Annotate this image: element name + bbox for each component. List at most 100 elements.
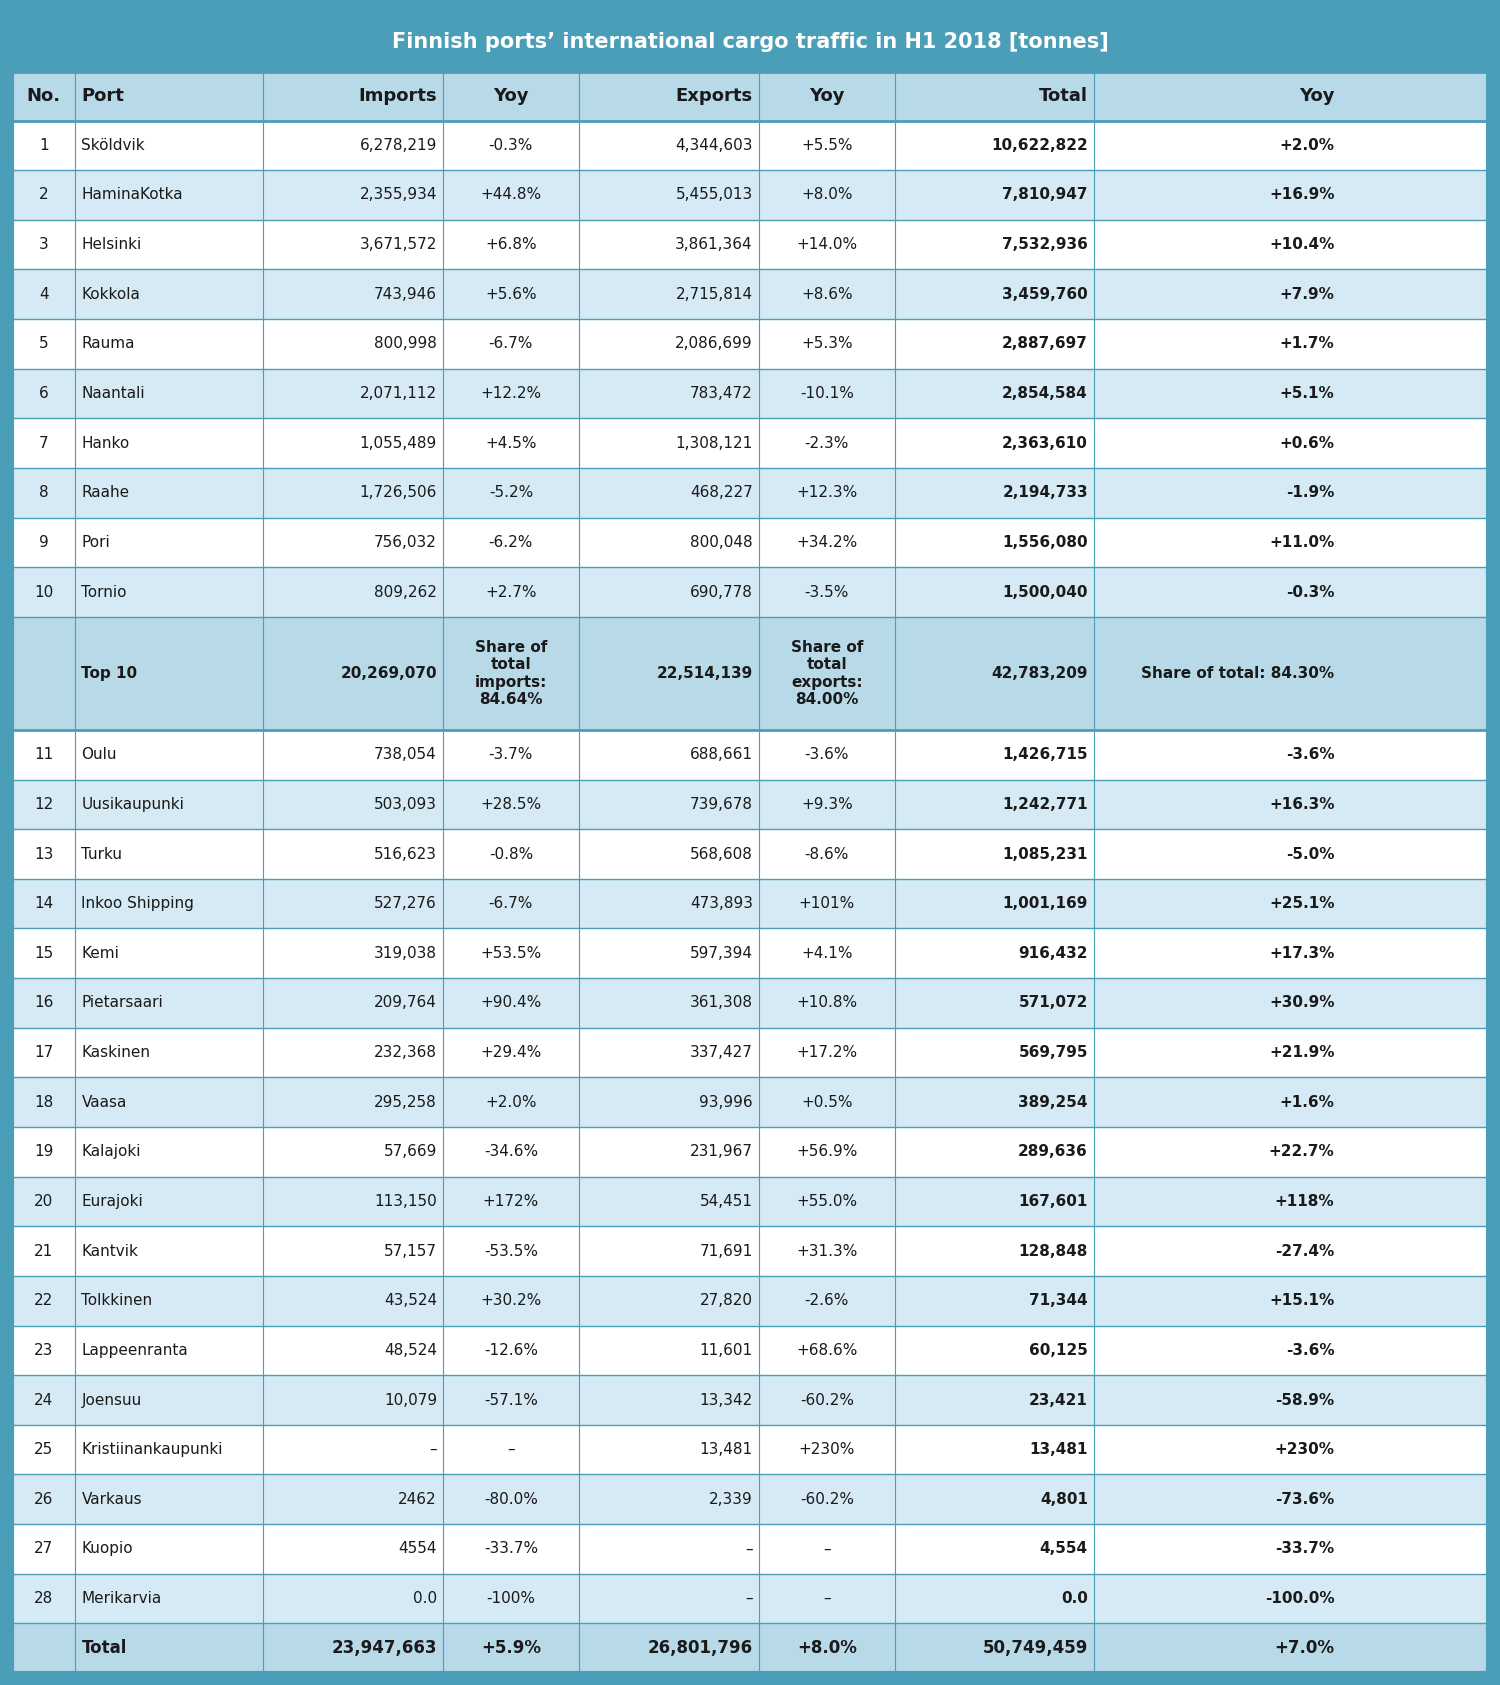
Text: 20: 20	[34, 1195, 54, 1208]
Text: Kokkola: Kokkola	[81, 286, 141, 302]
Bar	[12, 617, 1488, 730]
Text: +2.0%: +2.0%	[484, 1095, 537, 1110]
Text: -6.2%: -6.2%	[489, 534, 532, 549]
Text: 568,608: 568,608	[690, 846, 753, 861]
Text: 23: 23	[34, 1343, 54, 1358]
Text: +6.8%: +6.8%	[484, 238, 537, 253]
Text: 4: 4	[39, 286, 48, 302]
Text: 71,691: 71,691	[699, 1244, 753, 1259]
Text: 2,355,934: 2,355,934	[360, 187, 436, 202]
Bar	[12, 369, 1488, 418]
Text: 527,276: 527,276	[374, 896, 436, 912]
Text: -3.7%: -3.7%	[489, 746, 532, 762]
Text: 3,459,760: 3,459,760	[1002, 286, 1088, 302]
Text: +16.3%: +16.3%	[1269, 797, 1335, 812]
Text: 738,054: 738,054	[374, 746, 436, 762]
Text: +230%: +230%	[1275, 1442, 1335, 1458]
Text: +9.3%: +9.3%	[801, 797, 852, 812]
Text: 43,524: 43,524	[384, 1294, 436, 1308]
Text: +53.5%: +53.5%	[480, 945, 542, 960]
Text: Tornio: Tornio	[81, 585, 128, 600]
Text: Exports: Exports	[675, 88, 753, 104]
Text: -6.7%: -6.7%	[489, 337, 532, 352]
Text: 10,079: 10,079	[384, 1392, 436, 1407]
Bar	[12, 1623, 1488, 1673]
Text: 128,848: 128,848	[1019, 1244, 1088, 1259]
Text: 2: 2	[39, 187, 48, 202]
Text: Naantali: Naantali	[81, 386, 146, 401]
Text: -5.0%: -5.0%	[1286, 846, 1335, 861]
Text: 23,421: 23,421	[1029, 1392, 1088, 1407]
Text: –: –	[824, 1542, 831, 1557]
Bar	[12, 1227, 1488, 1276]
Text: Share of
total
imports:
84.64%: Share of total imports: 84.64%	[474, 640, 548, 708]
Text: -60.2%: -60.2%	[800, 1491, 853, 1506]
Text: +15.1%: +15.1%	[1269, 1294, 1335, 1308]
Text: -27.4%: -27.4%	[1275, 1244, 1335, 1259]
Text: 25: 25	[34, 1442, 54, 1458]
Text: +56.9%: +56.9%	[796, 1144, 858, 1159]
Text: 743,946: 743,946	[374, 286, 436, 302]
Text: Imports: Imports	[358, 88, 436, 104]
Text: Kemi: Kemi	[81, 945, 120, 960]
Text: 1: 1	[39, 138, 48, 153]
Text: 473,893: 473,893	[690, 896, 753, 912]
Text: 0.0: 0.0	[1060, 1591, 1088, 1606]
Text: Varkaus: Varkaus	[81, 1491, 142, 1506]
Bar	[12, 568, 1488, 617]
Text: No.: No.	[27, 88, 62, 104]
Text: -10.1%: -10.1%	[800, 386, 853, 401]
Text: +30.9%: +30.9%	[1269, 996, 1335, 1011]
Text: -57.1%: -57.1%	[484, 1392, 538, 1407]
Text: 4,554: 4,554	[1040, 1542, 1088, 1557]
Text: 14: 14	[34, 896, 54, 912]
Text: -53.5%: -53.5%	[484, 1244, 538, 1259]
Text: 21: 21	[34, 1244, 54, 1259]
Bar	[12, 1028, 1488, 1077]
Text: 8: 8	[39, 485, 48, 500]
Bar	[12, 1474, 1488, 1525]
Text: +230%: +230%	[798, 1442, 855, 1458]
Text: Top 10: Top 10	[81, 666, 138, 681]
Text: 42,783,209: 42,783,209	[992, 666, 1088, 681]
Text: –: –	[746, 1591, 753, 1606]
Text: -33.7%: -33.7%	[1275, 1542, 1335, 1557]
Text: 690,778: 690,778	[690, 585, 753, 600]
Text: -100.0%: -100.0%	[1264, 1591, 1335, 1606]
Text: +5.5%: +5.5%	[801, 138, 852, 153]
Bar	[12, 977, 1488, 1028]
Text: +172%: +172%	[483, 1195, 538, 1208]
Text: +17.2%: +17.2%	[796, 1045, 858, 1060]
Text: +30.2%: +30.2%	[480, 1294, 542, 1308]
Text: 13,481: 13,481	[1029, 1442, 1088, 1458]
Text: Raahe: Raahe	[81, 485, 129, 500]
Text: 289,636: 289,636	[1019, 1144, 1088, 1159]
Text: 1,001,169: 1,001,169	[1002, 896, 1088, 912]
Text: 516,623: 516,623	[374, 846, 436, 861]
Bar	[12, 121, 1488, 170]
Text: -1.9%: -1.9%	[1286, 485, 1335, 500]
Text: 7,810,947: 7,810,947	[1002, 187, 1088, 202]
Text: +7.0%: +7.0%	[1275, 1640, 1335, 1656]
Text: +55.0%: +55.0%	[796, 1195, 858, 1208]
Text: +12.2%: +12.2%	[480, 386, 542, 401]
Text: 231,967: 231,967	[690, 1144, 753, 1159]
Text: 389,254: 389,254	[1019, 1095, 1088, 1110]
Bar	[12, 1176, 1488, 1227]
Text: Kuopio: Kuopio	[81, 1542, 134, 1557]
Bar	[12, 1326, 1488, 1375]
Text: 113,150: 113,150	[374, 1195, 436, 1208]
Text: +5.6%: +5.6%	[484, 286, 537, 302]
Text: +4.1%: +4.1%	[801, 945, 852, 960]
Text: -12.6%: -12.6%	[484, 1343, 538, 1358]
Text: 13,342: 13,342	[699, 1392, 753, 1407]
Text: 7: 7	[39, 436, 48, 450]
Text: Merikarvia: Merikarvia	[81, 1591, 162, 1606]
Text: +8.0%: +8.0%	[801, 187, 852, 202]
Text: 2,339: 2,339	[710, 1491, 753, 1506]
Text: 11,601: 11,601	[699, 1343, 753, 1358]
Text: HaminaKotka: HaminaKotka	[81, 187, 183, 202]
Text: 5,455,013: 5,455,013	[675, 187, 753, 202]
Text: +10.8%: +10.8%	[796, 996, 858, 1011]
Text: +25.1%: +25.1%	[1269, 896, 1335, 912]
